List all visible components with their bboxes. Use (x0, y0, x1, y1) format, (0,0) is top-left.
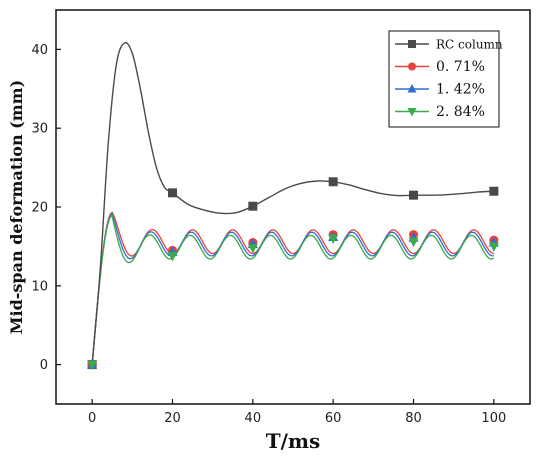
data-point-3-3 (328, 234, 339, 245)
x-tick-label: 20 (164, 411, 181, 426)
data-point-3-1 (167, 251, 178, 262)
y-tick-label: 0 (40, 358, 48, 373)
data-point-0-3 (328, 177, 338, 187)
legend: RC column 0. 71% 1. 42% 2. 84% (388, 30, 503, 128)
data-point-0-2 (248, 201, 258, 211)
data-point-3-4 (408, 237, 419, 248)
x-tick-label: 40 (245, 411, 262, 426)
legend-label-3: 2. 84% (436, 104, 485, 120)
legend-label-2: 1. 42% (436, 82, 485, 98)
x-tick-label: 0 (88, 411, 96, 426)
data-point-3-5 (488, 242, 499, 252)
legend-marker-0 (408, 40, 416, 48)
legend-marker-2 (407, 84, 417, 93)
x-axis-title: T/ms (266, 429, 321, 453)
data-point-3-2 (247, 243, 258, 254)
y-tick-label: 10 (31, 279, 48, 294)
x-tick-label: 80 (405, 411, 422, 426)
y-tick-label: 20 (31, 201, 48, 216)
legend-marker-3 (407, 108, 417, 117)
axis-ticks: 0 20 40 60 80 100 0 10 20 30 40 (31, 43, 506, 426)
legend-marker-1 (408, 62, 416, 71)
y-tick-label: 40 (31, 43, 48, 58)
x-tick-label: 60 (325, 411, 342, 426)
series-layer (87, 41, 499, 371)
data-point-0-4 (409, 190, 419, 200)
data-point-0-5 (489, 186, 499, 196)
data-point-0-1 (167, 188, 177, 198)
x-tick-label: 100 (481, 411, 506, 426)
series-line-3 (91, 214, 495, 365)
legend-label-0: RC column (436, 38, 503, 52)
legend-label-1: 0. 71% (436, 59, 485, 75)
y-axis-title: Mid-span deformation (mm) (7, 80, 26, 334)
series-line-2 (91, 213, 494, 365)
data-point-3-0 (87, 360, 98, 371)
y-tick-label: 30 (31, 122, 48, 137)
